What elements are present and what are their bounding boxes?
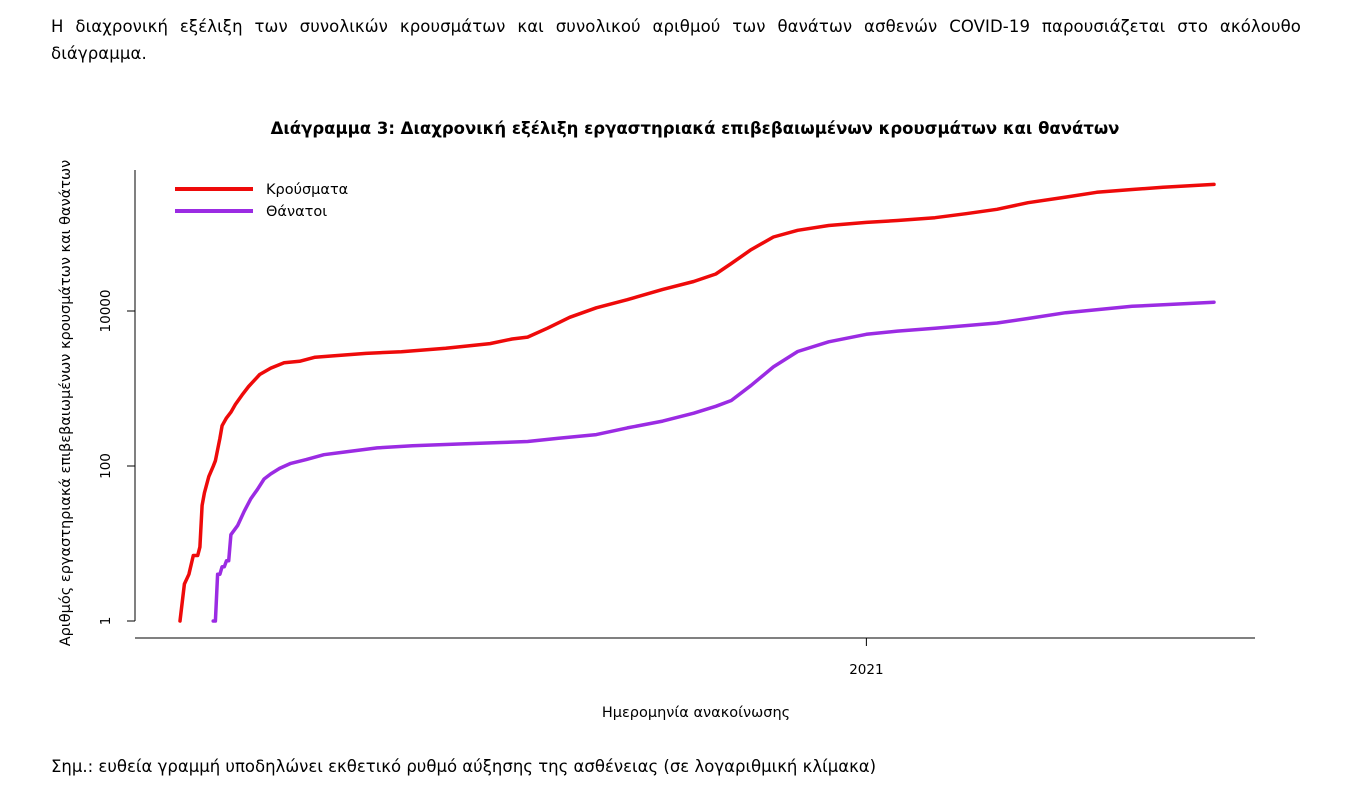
y-axis-label: Αριθμός εργαστηριακά επιβεβαιωμένων κρου… [58,160,74,646]
chart-legend: Κρούσματα Θάνατοι [175,182,348,220]
footnote: Σημ.: ευθεία γραμμή υποδηλώνει εκθετικό … [51,757,877,776]
y-tick-label: 10000 [98,290,114,333]
x-tick-label: 2021 [849,662,883,678]
intro-paragraph: Η διαχρονική εξέλιξη των συνολικών κρουσ… [51,17,1301,63]
y-tick-label: 1 [98,617,114,626]
series-line-cases [178,182,1216,623]
series-line-deaths [211,300,1216,623]
chart-title: Διάγραμμα 3: Διαχρονική εξέλιξη εργαστηρ… [271,119,1120,138]
legend-label: Κρούσματα [266,182,348,198]
y-tick-label: 100 [98,453,114,479]
legend-label: Θάνατοι [266,204,327,220]
chart-axes: 1 100 10000 2021 [98,170,1255,678]
chart-series [178,182,1216,623]
x-axis-label: Ημερομηνία ανακοίνωσης [602,705,790,721]
